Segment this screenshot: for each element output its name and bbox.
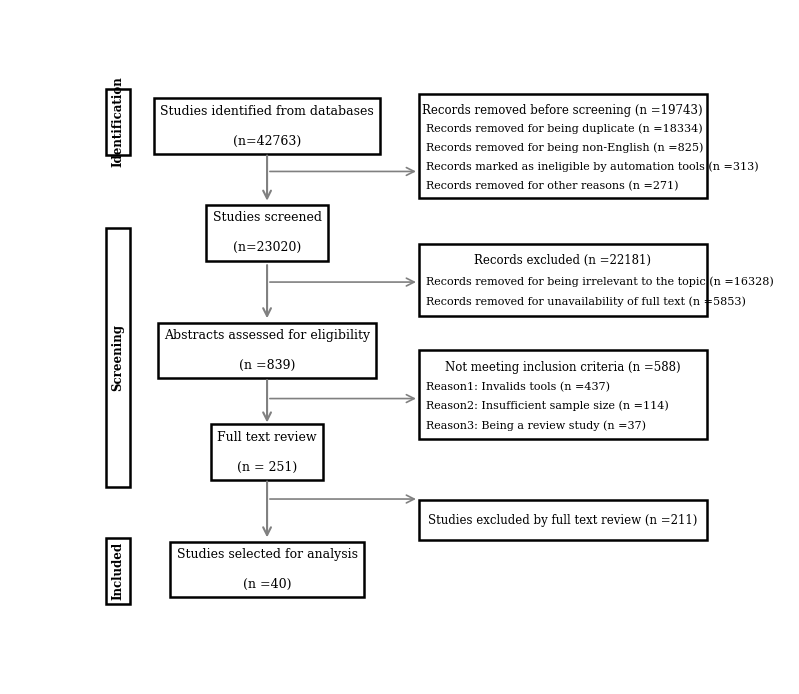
Bar	[106, 228, 129, 486]
Text: Records removed for being duplicate (n =18334): Records removed for being duplicate (n =…	[426, 124, 703, 135]
Text: Records removed for being irrelevant to the topic (n =16328): Records removed for being irrelevant to …	[426, 276, 774, 287]
Text: Included: Included	[111, 542, 125, 600]
Text: Studies identified from databases

(n=42763): Studies identified from databases (n=427…	[160, 105, 374, 148]
Text: Studies excluded by full text review (n =211): Studies excluded by full text review (n …	[428, 514, 698, 527]
Bar	[419, 350, 707, 439]
Text: Reason2: Insufficient sample size (n =114): Reason2: Insufficient sample size (n =11…	[426, 401, 669, 412]
Text: Records excluded (n =22181): Records excluded (n =22181)	[475, 254, 651, 267]
Text: Identification: Identification	[111, 76, 125, 167]
Text: Studies selected for analysis

(n =40): Studies selected for analysis (n =40)	[177, 548, 358, 591]
Text: Records removed for other reasons (n =271): Records removed for other reasons (n =27…	[426, 180, 678, 191]
Text: Reason3: Being a review study (n =37): Reason3: Being a review study (n =37)	[426, 421, 646, 431]
Text: Records removed for unavailability of full text (n =5853): Records removed for unavailability of fu…	[426, 296, 746, 307]
Bar	[419, 500, 707, 540]
Bar	[106, 89, 129, 155]
Text: Not meeting inclusion criteria (n =588): Not meeting inclusion criteria (n =588)	[445, 360, 681, 373]
Text: Records removed for being non-English (n =825): Records removed for being non-English (n…	[426, 143, 704, 153]
Text: Abstracts assessed for eligibility

(n =839): Abstracts assessed for eligibility (n =8…	[164, 329, 370, 372]
Text: Records removed before screening (n =19743): Records removed before screening (n =197…	[423, 103, 703, 117]
Text: Records marked as ineligible by automation tools (n =313): Records marked as ineligible by automati…	[426, 162, 759, 172]
Bar	[419, 244, 707, 316]
Text: Screening: Screening	[111, 323, 125, 391]
Text: Reason1: Invalids tools (n =437): Reason1: Invalids tools (n =437)	[426, 382, 610, 391]
Text: Full text review

(n = 251): Full text review (n = 251)	[217, 430, 317, 473]
Bar	[106, 537, 129, 604]
Bar	[419, 94, 707, 198]
Text: Studies screened

(n=23020): Studies screened (n=23020)	[213, 212, 321, 255]
